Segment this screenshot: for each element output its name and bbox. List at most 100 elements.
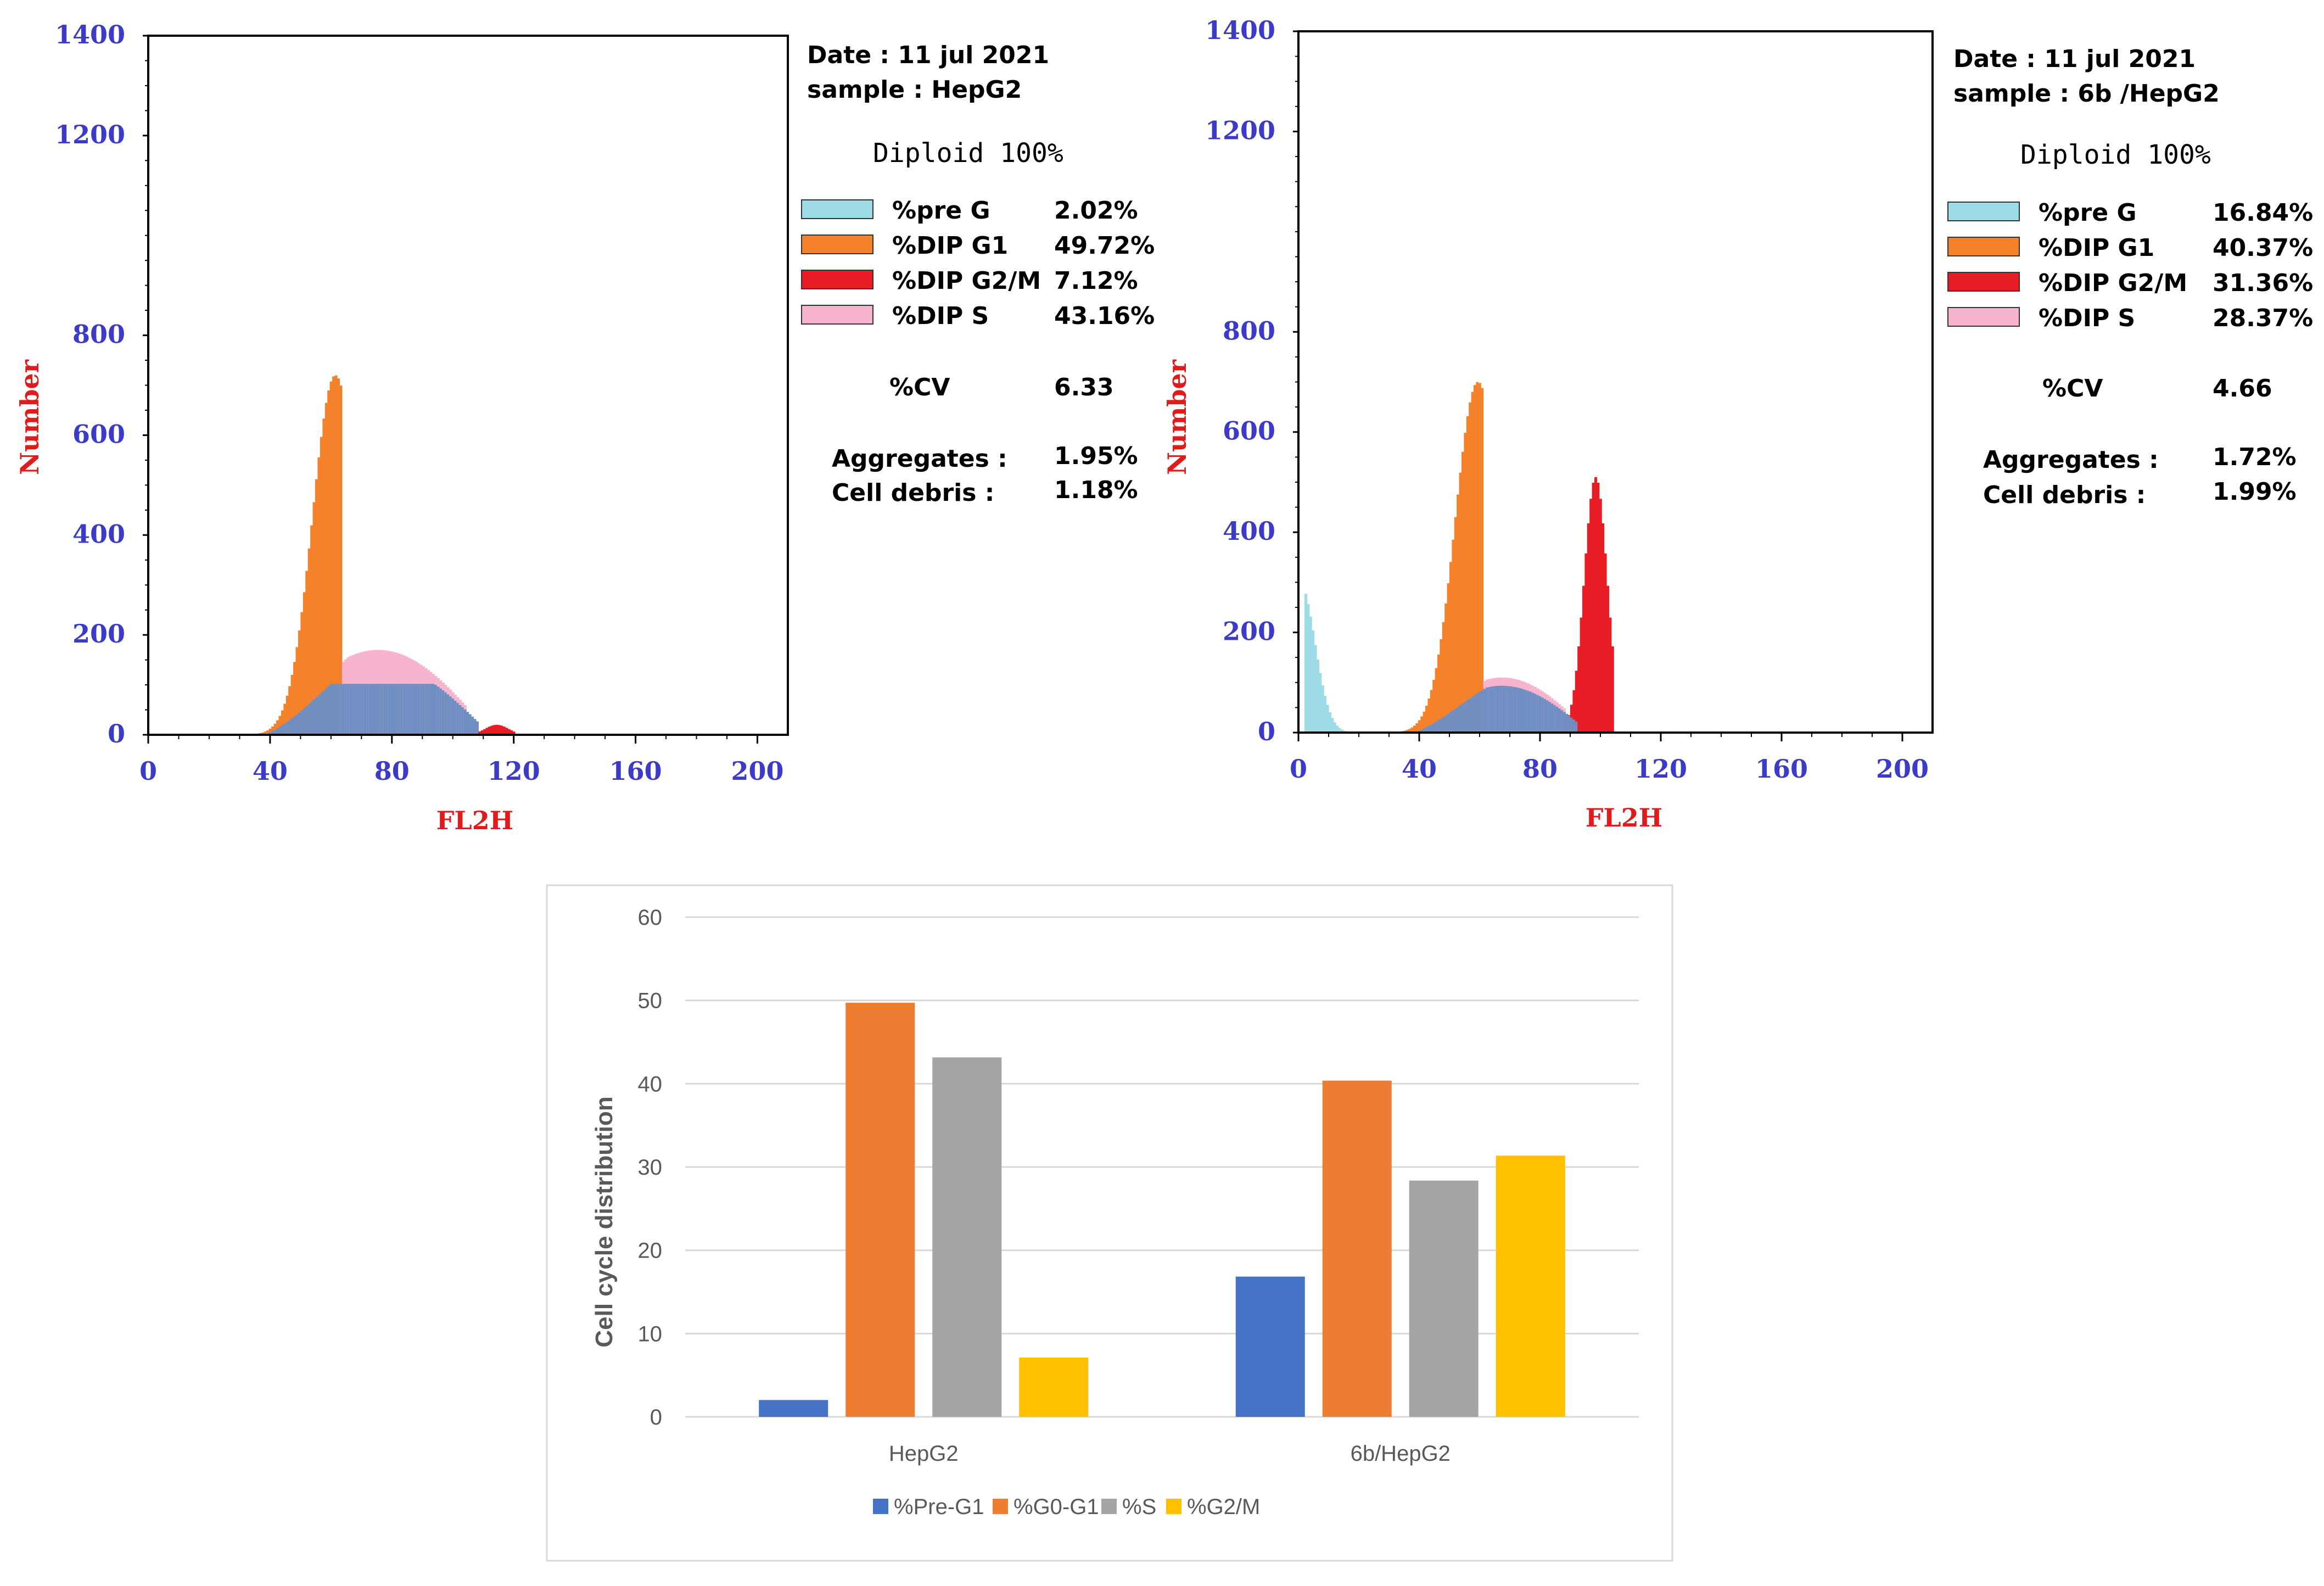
right-g1-bar bbox=[1437, 654, 1440, 733]
left-legend-label: %DIP G1 bbox=[892, 232, 1008, 260]
bar-legend-label: %S bbox=[1122, 1495, 1156, 1519]
right-s-underlay-bar bbox=[1517, 688, 1520, 733]
left-s-underlay-bar bbox=[349, 684, 352, 735]
left-g1-bar bbox=[317, 457, 321, 735]
right-s-underlay-bar bbox=[1548, 702, 1552, 733]
right-g1-bar bbox=[1410, 727, 1414, 733]
right-ytick-label: 800 bbox=[1223, 316, 1275, 345]
left-g1-bar bbox=[303, 592, 306, 735]
left-g1-bar bbox=[334, 375, 338, 735]
left-g1-bar bbox=[339, 385, 343, 735]
right-g2-bar bbox=[1584, 553, 1588, 733]
right-s-underlay-bar bbox=[1553, 705, 1556, 733]
right-g2-bar bbox=[1599, 499, 1602, 733]
right-s-underlay-bar bbox=[1432, 723, 1436, 733]
left-s-underlay-bar bbox=[383, 684, 387, 735]
left-g1-bar bbox=[324, 403, 328, 735]
left-s-underlay-bar bbox=[322, 690, 326, 735]
right-g1-bar bbox=[1425, 706, 1428, 733]
left-y-ticks: 0 200 400 600 800 1200 1400 bbox=[55, 20, 148, 749]
left-s-underlay-bar bbox=[376, 684, 379, 735]
right-preg-bar bbox=[1324, 696, 1327, 733]
left-g2-bar bbox=[495, 724, 499, 735]
left-legend-swatch bbox=[801, 305, 873, 325]
right-legend-swatch bbox=[1947, 272, 2020, 292]
right-cv-value: 4.66 bbox=[2213, 375, 2272, 403]
bar-0-3 bbox=[1019, 1358, 1089, 1417]
left-s-underlay-bar bbox=[449, 696, 452, 735]
left-xtick-label: 80 bbox=[374, 756, 410, 786]
left-legend-label: %pre G bbox=[892, 197, 990, 225]
left-g2-bar bbox=[478, 731, 481, 735]
left-s-underlay-bar bbox=[351, 684, 355, 735]
bar-ytick-label: 50 bbox=[638, 989, 663, 1013]
right-s-underlay-bar bbox=[1459, 705, 1462, 733]
left-g2-bar bbox=[490, 725, 494, 735]
right-g1-bar bbox=[1461, 451, 1464, 733]
right-s-underlay-bar bbox=[1476, 693, 1479, 733]
right-cv-label: %CV bbox=[2042, 375, 2103, 403]
right-xtick-label: 0 bbox=[1290, 754, 1307, 784]
left-legend-value: 43.16% bbox=[1054, 302, 1155, 330]
right-s-underlay-bar bbox=[1529, 691, 1532, 733]
right-legend-value: 28.37% bbox=[2213, 304, 2313, 332]
left-g2-bar bbox=[492, 725, 496, 735]
left-legend-label: %DIP S bbox=[892, 302, 989, 330]
left-g1-bar bbox=[268, 728, 272, 735]
left-s-underlay-bar bbox=[310, 701, 313, 735]
right-s-underlay-bar bbox=[1430, 724, 1433, 733]
left-g1-bar bbox=[271, 726, 275, 735]
left-ytick-label: 800 bbox=[72, 320, 125, 349]
right-s-underlay-bar bbox=[1526, 690, 1530, 733]
right-s-underlay-bar bbox=[1440, 718, 1443, 733]
left-g2-bar bbox=[512, 731, 516, 735]
left-s-underlay-bar bbox=[327, 686, 331, 735]
left-g1-bar bbox=[290, 674, 294, 735]
left-s-underlay-bar bbox=[390, 684, 394, 735]
left-g1-bar bbox=[300, 612, 304, 735]
left-s-underlay-bar bbox=[307, 703, 311, 735]
left-legend-value: 7.12% bbox=[1054, 267, 1138, 295]
right-preg-bar bbox=[1319, 673, 1322, 733]
right-g1-bar bbox=[1440, 639, 1443, 733]
right-s-underlay-bar bbox=[1444, 715, 1448, 733]
right-g1-bar bbox=[1469, 402, 1472, 733]
left-s-underlay-bar bbox=[278, 727, 282, 735]
right-g2-bar bbox=[1580, 617, 1583, 733]
left-s-underlay-bar bbox=[380, 684, 384, 735]
right-legend-label: %DIP S bbox=[2039, 304, 2135, 332]
right-g1-bar bbox=[1420, 716, 1424, 733]
right-diploid: Diploid 100% bbox=[2020, 139, 2211, 170]
left-s-underlay-bar bbox=[441, 690, 445, 735]
bar-1-1 bbox=[1322, 1080, 1392, 1417]
right-preg-bar bbox=[1321, 685, 1324, 733]
bar-legend-label: %Pre-G1 bbox=[894, 1495, 984, 1519]
right-s-underlay-bar bbox=[1486, 687, 1488, 733]
right-legend-label: %DIP G2/M bbox=[2039, 269, 2187, 297]
left-s-underlay-bar bbox=[290, 718, 294, 735]
left-g2-bar bbox=[485, 728, 489, 735]
right-g2-bar bbox=[1611, 646, 1614, 733]
right-g2-bar bbox=[1577, 646, 1581, 733]
left-s-underlay-bar bbox=[281, 725, 284, 735]
right-sample: sample : 6b /HepG2 bbox=[1953, 80, 2220, 108]
left-legend: %pre G 2.02% %DIP G1 49.72% %DIP G2/M 7.12% %D… bbox=[801, 197, 1155, 330]
left-g1-bar bbox=[288, 686, 292, 735]
bar-legend-swatch bbox=[1166, 1499, 1181, 1514]
left-s-underlay-bar bbox=[315, 697, 318, 735]
right-s-underlay-bar bbox=[1449, 712, 1452, 733]
bar-1-0 bbox=[1235, 1276, 1305, 1417]
right-legend-value: 40.37% bbox=[2213, 234, 2313, 262]
left-xlabel: FL2H bbox=[436, 806, 513, 835]
left-s-underlay-bar bbox=[285, 722, 289, 735]
right-preg-bar bbox=[1304, 594, 1307, 733]
right-y-ticks: 0 200 400 600 800 1200 1400 bbox=[1205, 15, 1298, 746]
right-s-underlay-bar bbox=[1478, 691, 1481, 733]
right-info: Date : 11 jul 2021 sample : 6b /HepG2 Di… bbox=[1947, 45, 2313, 509]
left-s-underlay-bar bbox=[446, 694, 450, 735]
left-s-underlay-bar bbox=[385, 684, 389, 735]
left-xtick-label: 200 bbox=[731, 756, 784, 786]
right-xtick-label: 120 bbox=[1634, 754, 1687, 784]
left-s-underlay-bar bbox=[458, 705, 462, 735]
bar-legend-label: %G0-G1 bbox=[1013, 1495, 1099, 1519]
